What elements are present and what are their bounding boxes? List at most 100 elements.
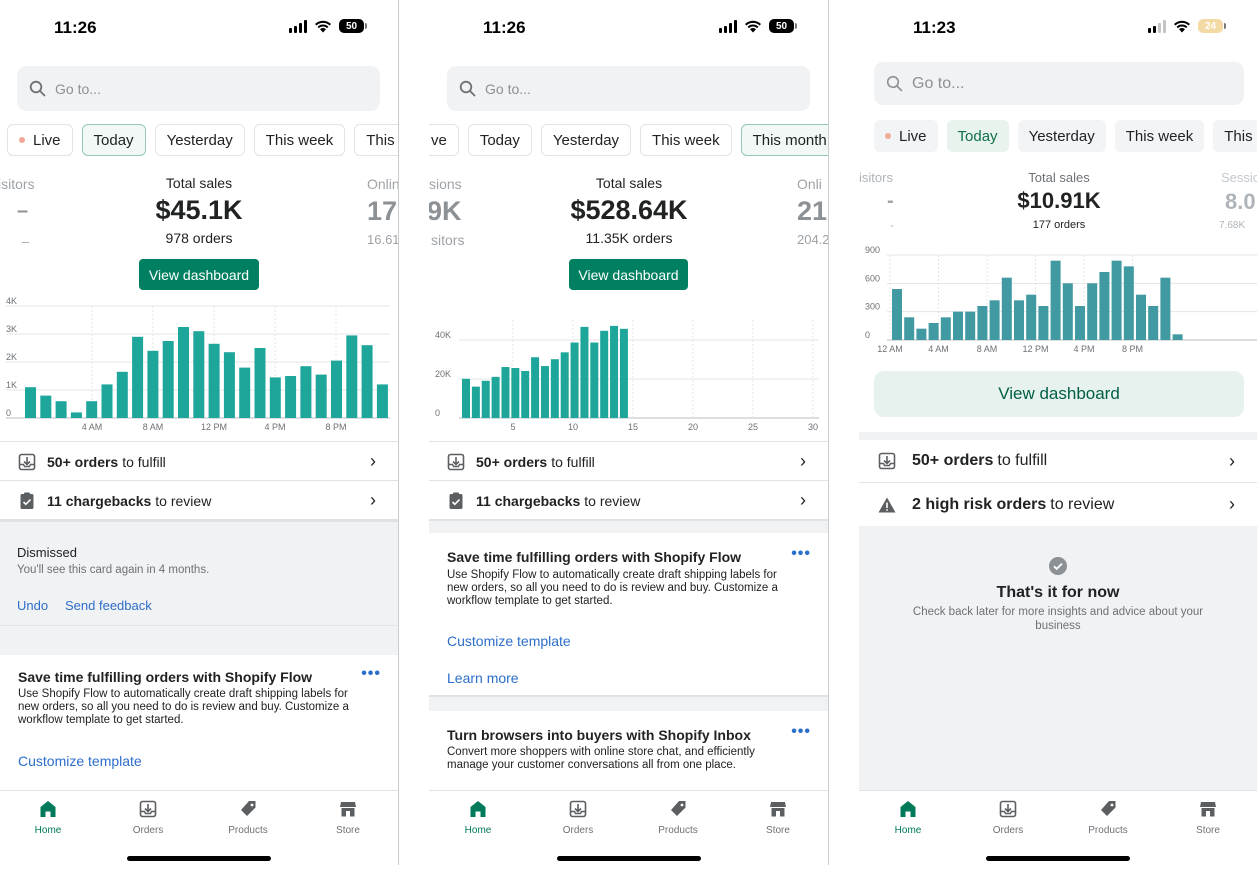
chart-bar	[132, 336, 144, 418]
tab-label: Store	[766, 825, 790, 836]
pill-label: Yesterday	[1028, 127, 1095, 145]
learn-more-link[interactable]: Learn more	[447, 670, 519, 686]
separator-line	[398, 0, 399, 865]
phone-screen-this-month: 11:26 50 Go to... ve Today Yesterday Thi…	[429, 0, 828, 877]
cellular-signal-icon	[1148, 19, 1166, 33]
tab-orders[interactable]: Orders	[108, 799, 188, 836]
online-value: 17.	[367, 196, 398, 226]
high-risk-orders-row[interactable]: 2 high risk orders to review ›	[859, 483, 1257, 526]
chart-bar	[346, 335, 358, 418]
tab-store[interactable]: Store	[1168, 799, 1248, 836]
orders-to-fulfill-row[interactable]: 50+ orders to fulfill ›	[429, 442, 828, 481]
tab-products[interactable]: Products	[1068, 799, 1148, 836]
divider	[859, 432, 1257, 440]
tab-products[interactable]: Products	[638, 799, 718, 836]
sessions-value: 8.0	[1225, 189, 1256, 214]
chart-bar	[471, 386, 480, 418]
visitors-sub: -	[890, 220, 894, 232]
tab-orders[interactable]: Orders	[968, 799, 1048, 836]
chart-bar	[590, 342, 599, 418]
pill-yesterday[interactable]: Yesterday	[154, 124, 245, 156]
x-tick-label: 15	[628, 422, 638, 432]
home-indicator	[556, 856, 701, 861]
pill-this-month[interactable]: This mor	[1213, 120, 1257, 152]
more-options-icon[interactable]: •••	[791, 723, 811, 740]
customize-template-link[interactable]: Customize template	[18, 753, 142, 769]
empty-text: Check back later for more insights and a…	[912, 606, 1204, 632]
chart-bar	[481, 380, 490, 418]
pill-today[interactable]: Today	[467, 124, 532, 156]
tab-label: Home	[894, 825, 922, 836]
chart-bar	[462, 378, 470, 418]
pill-live[interactable]: Live	[874, 120, 938, 152]
orders-to-fulfill-row[interactable]: 50+ orders to fulfill ›	[0, 442, 398, 481]
pill-this-month[interactable]: This mo	[354, 124, 398, 156]
pill-live[interactable]: Live	[7, 124, 73, 156]
sessions-sub: sitors	[431, 232, 465, 248]
x-tick-label: 8 PM	[1122, 344, 1143, 354]
pill-label: Today	[957, 127, 998, 145]
chart-bar	[331, 360, 342, 418]
tab-home[interactable]: Home	[438, 799, 518, 836]
sessions-label: Sessio	[1221, 170, 1257, 185]
online-label: Onlin	[367, 176, 398, 192]
search-input[interactable]: Go to...	[447, 66, 810, 111]
send-feedback-link[interactable]: Send feedback	[65, 598, 152, 613]
tab-orders[interactable]: Orders	[538, 799, 618, 836]
customize-template-link[interactable]: Customize template	[447, 633, 571, 649]
chart-bar	[70, 412, 82, 418]
tab-bar: Home Orders Products Store	[429, 790, 828, 877]
more-options-icon[interactable]: •••	[361, 665, 381, 682]
chart-bar	[953, 311, 963, 340]
tab-store[interactable]: Store	[738, 799, 818, 836]
chart-bar	[1172, 334, 1183, 340]
pill-this-month[interactable]: This month	[740, 124, 828, 156]
y-tick-label: 2K	[6, 352, 17, 362]
view-dashboard-button[interactable]: View dashboard	[569, 259, 688, 290]
orders-icon	[139, 800, 157, 818]
chargebacks-row[interactable]: 11 chargebacks to review ›	[429, 481, 828, 520]
pill-today[interactable]: Today	[81, 124, 146, 156]
search-input[interactable]: Go to...	[874, 62, 1244, 105]
tab-store[interactable]: Store	[308, 799, 388, 836]
pill-live[interactable]: ve	[429, 124, 459, 156]
pill-this-week[interactable]: This week	[640, 124, 732, 156]
pill-label: Live	[33, 131, 61, 149]
pill-today[interactable]: Today	[946, 120, 1009, 152]
home-icon	[40, 801, 56, 817]
tab-home[interactable]: Home	[8, 799, 88, 836]
search-icon	[886, 75, 903, 92]
orders-to-fulfill-row[interactable]: 50+ orders to fulfill ›	[859, 440, 1257, 482]
pill-this-week[interactable]: This week	[1114, 120, 1205, 152]
pill-label: Yesterday	[166, 131, 233, 149]
pill-this-week[interactable]: This week	[253, 124, 346, 156]
chart-bar	[1038, 306, 1049, 340]
clipboard-check-icon	[20, 492, 34, 509]
y-tick-label: 300	[865, 302, 880, 312]
total-sales-label: Total sales	[595, 175, 663, 191]
total-sales-value: $45.1K	[155, 195, 243, 225]
more-options-icon[interactable]: •••	[791, 545, 811, 562]
view-dashboard-button[interactable]: View dashboard	[874, 371, 1244, 417]
chart-bar	[1123, 266, 1134, 340]
pill-label: This month	[752, 131, 827, 149]
chart-bar	[162, 341, 174, 418]
undo-link[interactable]: Undo	[17, 598, 49, 613]
tab-label: Products	[1088, 825, 1128, 836]
status-time: 11:23	[913, 18, 956, 37]
pill-yesterday[interactable]: Yesterday	[540, 124, 632, 156]
chart-bar	[1050, 260, 1061, 340]
status-time: 11:26	[483, 18, 526, 37]
tab-products[interactable]: Products	[208, 799, 288, 836]
search-input[interactable]: Go to...	[17, 66, 380, 111]
pill-yesterday[interactable]: Yesterday	[1017, 120, 1106, 152]
chargebacks-row[interactable]: 11 chargebacks to review ›	[0, 481, 398, 520]
visitors-label: isitors	[859, 170, 893, 185]
store-icon	[1200, 802, 1216, 817]
view-dashboard-button[interactable]: View dashboard	[139, 259, 259, 290]
tab-label: Orders	[992, 825, 1024, 836]
row-bold: 50+ orders	[47, 453, 119, 470]
divider	[429, 695, 828, 711]
tab-home[interactable]: Home	[868, 799, 948, 836]
tab-label: Products	[658, 825, 698, 836]
